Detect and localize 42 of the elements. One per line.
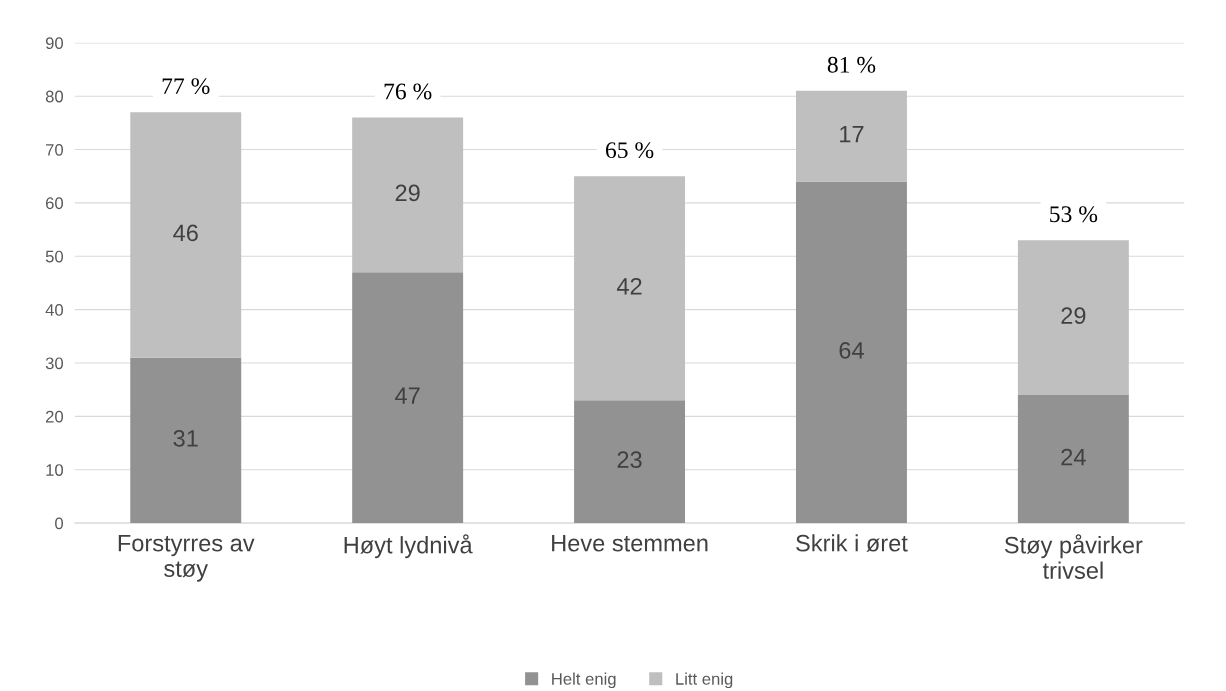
y-tick-label: 40	[45, 304, 64, 316]
y-tick-label: 70	[45, 143, 64, 156]
y-tick-label: 10	[46, 464, 64, 476]
bar	[574, 400, 686, 524]
data-label: 23	[617, 451, 642, 469]
data-label: 29	[1061, 307, 1086, 324]
total-label: 76 %	[384, 83, 432, 100]
data-label: 24	[1061, 448, 1086, 466]
x-tick-label: Forstyrres av støy	[118, 535, 255, 582]
x-tick-label: Heve stemmen	[552, 535, 708, 552]
bar	[130, 357, 242, 524]
total-label: 77 %	[162, 78, 210, 95]
data-label: 17	[840, 126, 864, 143]
data-label: 64	[839, 341, 864, 359]
y-tick-label: 30	[45, 357, 64, 370]
bar	[352, 117, 464, 273]
x-tick-label: Skrik i øret	[796, 534, 908, 552]
x-tick-label: Høyt lydnivå	[344, 534, 473, 559]
y-tick-label: 20	[45, 410, 64, 423]
bar	[1017, 395, 1129, 524]
legend-label: Helt enig	[552, 672, 616, 689]
y-tick-label: 60	[45, 197, 64, 210]
y-tick-label: 50	[45, 250, 64, 263]
total-label: 81 %	[827, 56, 876, 73]
data-label: 29	[395, 184, 420, 202]
bar	[352, 272, 464, 524]
data-label: 46	[173, 224, 198, 242]
total-label: 65 %	[605, 142, 654, 159]
y-tick-label: 0	[55, 517, 64, 530]
y-tick-label: 80	[45, 90, 64, 103]
x-tick-label: Støy påvirker trivsel	[1004, 534, 1143, 579]
bar	[795, 181, 907, 524]
bar	[574, 176, 686, 401]
data-label: 42	[616, 277, 642, 295]
data-label: 47	[395, 387, 420, 404]
bar	[130, 112, 242, 358]
data-label: 31	[173, 430, 198, 447]
legend-label: Litt enig	[676, 672, 733, 689]
bar	[795, 90, 907, 182]
bar	[1017, 240, 1129, 396]
y-tick-label: 90	[45, 37, 64, 50]
total-label: 53 %	[1050, 206, 1098, 223]
